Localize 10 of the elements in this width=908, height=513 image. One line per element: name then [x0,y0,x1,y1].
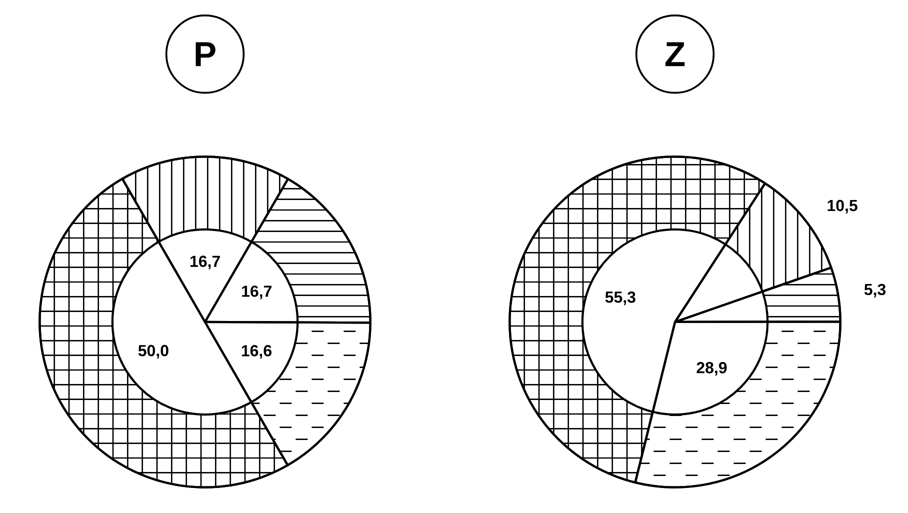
chart-title: P [196,42,216,66]
data-label: 5,3 [864,284,886,298]
data-label: 50,0 [138,344,168,359]
data-label: 16,6 [242,345,272,359]
data-label: 16,7 [190,256,220,270]
data-label: 28,9 [696,362,727,376]
data-label: 16,7 [242,286,272,300]
data-label: 10,5 [828,200,858,214]
data-label: 55,3 [605,291,636,306]
chart-title: Z [665,42,685,66]
